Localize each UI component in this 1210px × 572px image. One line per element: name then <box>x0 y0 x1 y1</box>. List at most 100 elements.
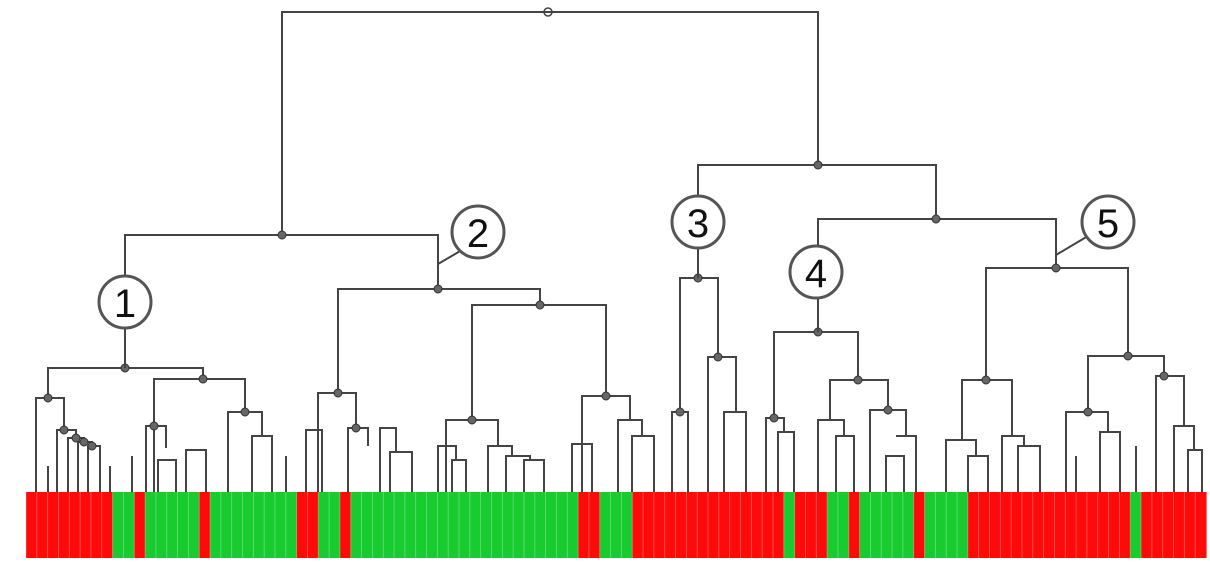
heatmap-cell <box>1195 492 1207 558</box>
heatmap-cell <box>1141 492 1153 558</box>
c2-node-f <box>535 300 545 310</box>
heatmap-cell <box>199 492 211 558</box>
heatmap-cell <box>783 492 796 558</box>
heatmap-cell <box>989 492 1001 558</box>
heatmap-cell <box>708 492 720 558</box>
callout-1: 1 <box>97 274 153 330</box>
heatmap-cell <box>924 492 936 558</box>
c4-branch-c <box>829 379 889 420</box>
heatmap-cell <box>1119 492 1131 558</box>
callout-connectors <box>124 235 1089 368</box>
c2-branch-c <box>347 427 369 492</box>
heatmap-cell <box>69 492 81 558</box>
heatmap-cell <box>967 492 980 558</box>
c2-branch-b <box>305 429 323 492</box>
c4-branch-a <box>765 417 785 492</box>
heatmap-cell <box>1108 492 1120 558</box>
heatmap-cell <box>274 492 287 558</box>
heatmap-cell <box>805 492 817 558</box>
c5-branch-c <box>967 455 989 492</box>
heatmap-cell <box>459 492 471 558</box>
heatmap-cell <box>253 492 265 558</box>
heatmap-cell <box>1054 492 1066 558</box>
heatmap-cell <box>177 492 189 558</box>
heatmap-cell <box>859 492 872 558</box>
heatmap-cell <box>599 492 612 558</box>
heatmap-cell <box>329 492 341 558</box>
heatmap-cell <box>47 492 60 558</box>
heatmap-cell <box>751 492 763 558</box>
cluster5-node <box>1051 263 1061 273</box>
heatmap-cell <box>837 492 850 558</box>
heatmap-cell <box>643 492 655 558</box>
heatmap-cell <box>101 492 114 558</box>
heatmap-cell <box>794 492 807 558</box>
c4-branch-g <box>885 455 905 492</box>
heatmap-cell <box>1086 492 1099 558</box>
heatmap-cell <box>1065 492 1077 558</box>
heatmap-cell <box>935 492 947 558</box>
c1-branch-c <box>67 437 85 492</box>
c4-branch-e <box>835 435 855 492</box>
heatmap-cell <box>892 492 904 558</box>
c5-node-g <box>1083 407 1093 417</box>
heatmap-cell <box>1032 492 1045 558</box>
heatmap-cell <box>827 492 839 558</box>
c2-node-c <box>351 423 361 433</box>
c5-node-f <box>1123 351 1133 361</box>
heatmap-cell <box>383 492 395 558</box>
c1-node-d <box>79 437 89 447</box>
heatmap-cell <box>1021 492 1034 558</box>
c1-node-j <box>240 407 250 417</box>
c2-node-a <box>333 388 343 398</box>
heatmap-cell <box>902 492 915 558</box>
heatmap-cell <box>1130 492 1142 558</box>
c4-node-c <box>853 375 863 385</box>
c1-node-g <box>149 421 159 431</box>
c1-branch-j <box>227 411 263 492</box>
c2-branch-n <box>571 443 593 492</box>
heatmap-strip <box>25 492 1207 558</box>
heatmap-cell <box>1011 492 1023 558</box>
heatmap-cell <box>112 492 125 558</box>
heatmap-cell <box>394 492 406 558</box>
heatmap-cell <box>36 492 49 558</box>
heatmap-cell <box>632 492 644 558</box>
heatmap-cell <box>220 492 233 558</box>
callout-2-label: 2 <box>467 212 489 256</box>
heatmap-cell <box>870 492 882 558</box>
heatmap-cell <box>1043 492 1056 558</box>
c1-node-e <box>87 441 97 451</box>
heatmap-cell <box>578 492 590 558</box>
c5-node-i <box>1159 371 1169 381</box>
heatmap-cell <box>318 492 330 558</box>
heatmap-cell <box>946 492 958 558</box>
heatmap-cell <box>816 492 828 558</box>
heatmap-cell <box>881 492 893 558</box>
c4-node-a <box>769 413 779 423</box>
c5-branch-h <box>1099 431 1121 492</box>
c5-branch-d <box>1001 435 1025 492</box>
heatmap-cell <box>653 492 666 558</box>
heatmap-cell <box>448 492 460 558</box>
c3-node-a <box>675 407 685 417</box>
heatmap-cell <box>913 492 926 558</box>
heatmap-cell <box>740 492 752 558</box>
heatmap-cell <box>1184 492 1196 558</box>
heatmap-cell <box>90 492 103 558</box>
heatmap-cell <box>210 492 222 558</box>
right-branch-node <box>813 160 823 170</box>
heatmap-cell <box>697 492 709 558</box>
heatmap-cell <box>437 492 449 558</box>
heatmap-cell <box>1000 492 1012 558</box>
c1-node-b <box>59 425 69 435</box>
callout-5: 5 <box>1080 194 1136 250</box>
heatmap-cell <box>513 492 525 558</box>
heatmap-cell <box>123 492 135 558</box>
heatmap-cell <box>372 492 384 558</box>
c2-branch-a <box>317 392 357 492</box>
heatmap-cell <box>134 492 146 558</box>
callout-2-connector <box>437 249 463 265</box>
heatmap-cell <box>415 492 428 558</box>
